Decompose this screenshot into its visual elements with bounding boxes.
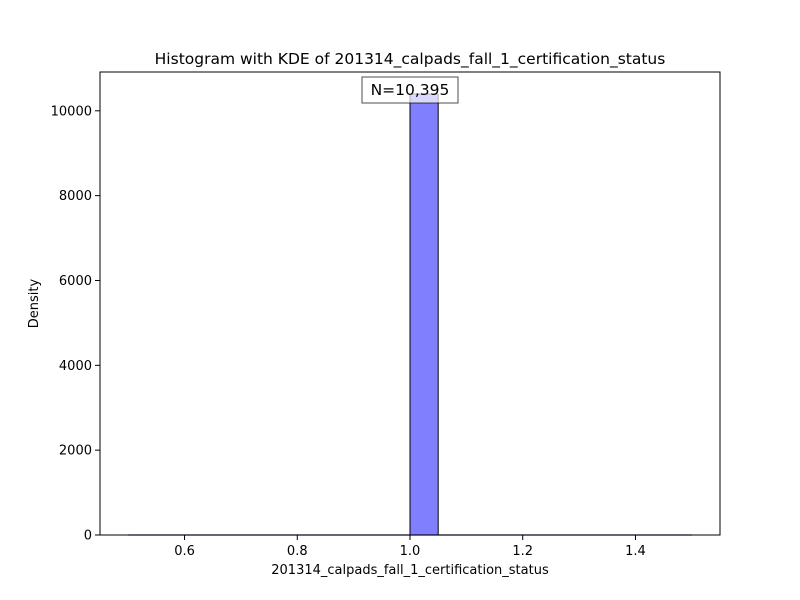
annotation-text: N=10,395	[371, 81, 450, 99]
histogram-bars	[409, 93, 439, 536]
count-annotation: N=10,395	[361, 76, 459, 104]
histogram-bar-10	[409, 93, 439, 536]
x-axis-title: 201314_calpads_fall_1_certification_stat…	[271, 563, 549, 578]
y-tick-label: 6000	[59, 274, 92, 289]
y-tick-label: 10000	[51, 104, 92, 119]
y-tick-label: 2000	[59, 444, 92, 459]
y-axis-title: Density	[27, 278, 42, 328]
y-tick-label: 0	[84, 529, 92, 544]
x-tick-label: 0.6	[174, 544, 195, 559]
x-tick-label: 1.0	[400, 544, 421, 559]
x-tick-label: 1.4	[625, 544, 646, 559]
y-axis-ticks: 0 2000 4000 6000 8000 10000	[51, 104, 100, 544]
x-axis-ticks: 0.6 0.8 1.0 1.2 1.4	[174, 535, 646, 559]
y-tick-label: 4000	[59, 359, 92, 374]
annotation-box	[361, 76, 459, 104]
x-tick-label: 1.2	[512, 544, 533, 559]
chart-title: Histogram with KDE of 201314_calpads_fal…	[155, 50, 666, 69]
x-tick-label: 0.8	[287, 544, 308, 559]
y-tick-label: 8000	[59, 189, 92, 204]
